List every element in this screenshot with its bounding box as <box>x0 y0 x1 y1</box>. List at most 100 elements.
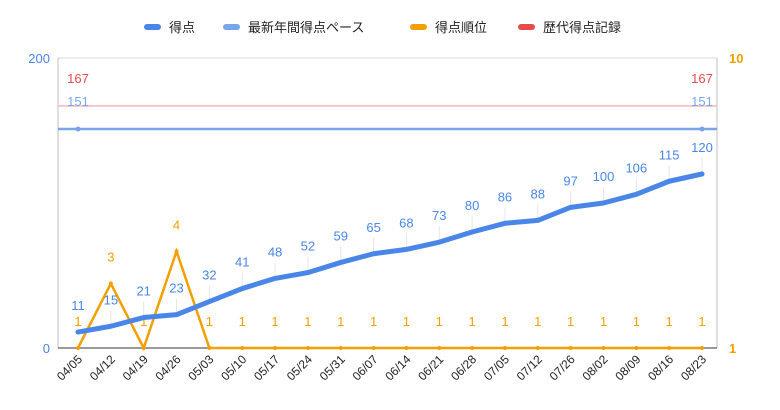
rank-data-label: 1 <box>239 314 246 329</box>
rank-data-label: 1 <box>534 314 541 329</box>
score-point <box>601 201 606 205</box>
x-tick-label: 05/03 <box>185 352 216 383</box>
legend-label-3: 得点順位 <box>435 20 487 36</box>
score-data-label: 88 <box>531 186 545 201</box>
score-data-label: 106 <box>625 160 647 175</box>
right-axis-tick-max: 10 <box>729 51 743 66</box>
legend-swatch-2 <box>223 24 240 30</box>
score-data-label: 73 <box>432 208 446 223</box>
score-point <box>273 276 278 281</box>
score-point <box>634 192 639 197</box>
score-series-line <box>75 171 705 335</box>
score-data-label: 21 <box>136 284 150 299</box>
score-data-label: 97 <box>563 173 577 188</box>
rank-series-line <box>76 247 702 352</box>
score-data-label: 32 <box>202 268 216 283</box>
x-tick-label: 07/05 <box>481 352 512 383</box>
rank-point <box>700 346 704 350</box>
rank-data-label: 1 <box>74 314 81 329</box>
rank-data-label: 1 <box>403 314 410 329</box>
rank-point <box>273 346 278 350</box>
score-data-label: 86 <box>498 189 512 204</box>
rank-data-label: 1 <box>271 314 278 329</box>
rank-point <box>76 346 80 350</box>
left-axis-tick-min: 0 <box>43 341 50 356</box>
score-data-label: 48 <box>268 244 282 259</box>
x-tick-label: 05/17 <box>251 352 282 383</box>
score-point <box>568 205 573 210</box>
pace-label-start: 151 <box>67 94 89 109</box>
rank-point <box>634 346 639 350</box>
rank-point <box>338 346 343 350</box>
x-tick-label: 05/31 <box>317 352 348 383</box>
x-tick-label: 08/16 <box>645 352 676 383</box>
x-tick-label: 06/28 <box>448 352 479 383</box>
rank-data-label: 3 <box>107 250 114 265</box>
rank-data-label: 1 <box>468 314 475 329</box>
legend-swatch-1 <box>144 24 161 30</box>
rank-point <box>502 346 507 350</box>
rank-data-label: 1 <box>206 314 213 329</box>
score-data-label: 115 <box>659 147 680 162</box>
rank-point <box>437 346 442 350</box>
left-axis-tick-max: 200 <box>28 51 50 66</box>
score-point <box>305 270 310 275</box>
record-label-start: 167 <box>67 71 89 86</box>
score-point <box>76 330 80 335</box>
x-tick-label: 04/19 <box>120 352 151 383</box>
rank-data-label: 1 <box>304 314 311 329</box>
score-point <box>108 324 113 329</box>
score-point <box>174 312 179 317</box>
rank-point <box>371 346 376 350</box>
rank-data-label: 1 <box>698 314 705 329</box>
rank-data-label: 1 <box>567 314 574 329</box>
score-point <box>404 247 409 252</box>
rank-data-label: 1 <box>666 314 673 329</box>
score-point <box>700 172 704 176</box>
score-point <box>437 240 442 245</box>
rank-data-label: 1 <box>140 314 147 329</box>
x-tick-label: 07/12 <box>514 352 545 383</box>
rank-data-label: 4 <box>173 217 180 232</box>
x-tick-label: 08/09 <box>612 352 643 383</box>
x-tick-label: 04/26 <box>153 352 184 383</box>
rank-point <box>207 346 212 350</box>
rank-data-label: 1 <box>501 314 508 329</box>
score-point <box>371 251 376 256</box>
score-data-label: 68 <box>399 215 413 230</box>
pace-point-start <box>75 126 81 132</box>
rank-data-label: 1 <box>370 314 377 329</box>
rank-point <box>305 346 310 350</box>
rank-point <box>535 346 540 350</box>
record-label-end: 167 <box>691 71 713 86</box>
x-tick-label: 06/14 <box>382 352 413 383</box>
rank-point <box>108 281 113 286</box>
rank-point <box>174 249 179 254</box>
score-data-label: 80 <box>465 198 479 213</box>
x-tick-label: 06/21 <box>415 352 446 383</box>
x-tick-label: 05/24 <box>284 352 315 383</box>
rank-point <box>470 346 475 350</box>
legend-label-4: 歴代得点記録 <box>543 20 621 36</box>
x-tick-label: 08/02 <box>579 352 610 383</box>
rank-point <box>404 346 409 350</box>
pace-point-end <box>699 126 705 132</box>
rank-data-label: 1 <box>633 314 640 329</box>
x-tick-label: 07/26 <box>547 352 578 383</box>
rank-point <box>667 346 672 350</box>
x-tick-label: 08/23 <box>678 352 709 383</box>
rank-point <box>568 346 573 350</box>
rank-data-label: 1 <box>436 314 443 329</box>
x-tick-label: 04/12 <box>87 352 118 383</box>
score-point <box>338 260 343 265</box>
score-data-label: 52 <box>301 239 315 254</box>
legend-label-1: 得点 <box>169 20 195 36</box>
score-data-label: 65 <box>366 220 380 235</box>
x-tick-label: 04/05 <box>54 352 85 383</box>
right-axis-tick-min: 1 <box>729 341 736 356</box>
x-tick-label: 06/07 <box>350 352 381 383</box>
score-point <box>502 221 507 226</box>
score-point <box>207 299 212 304</box>
rank-point <box>141 346 146 350</box>
